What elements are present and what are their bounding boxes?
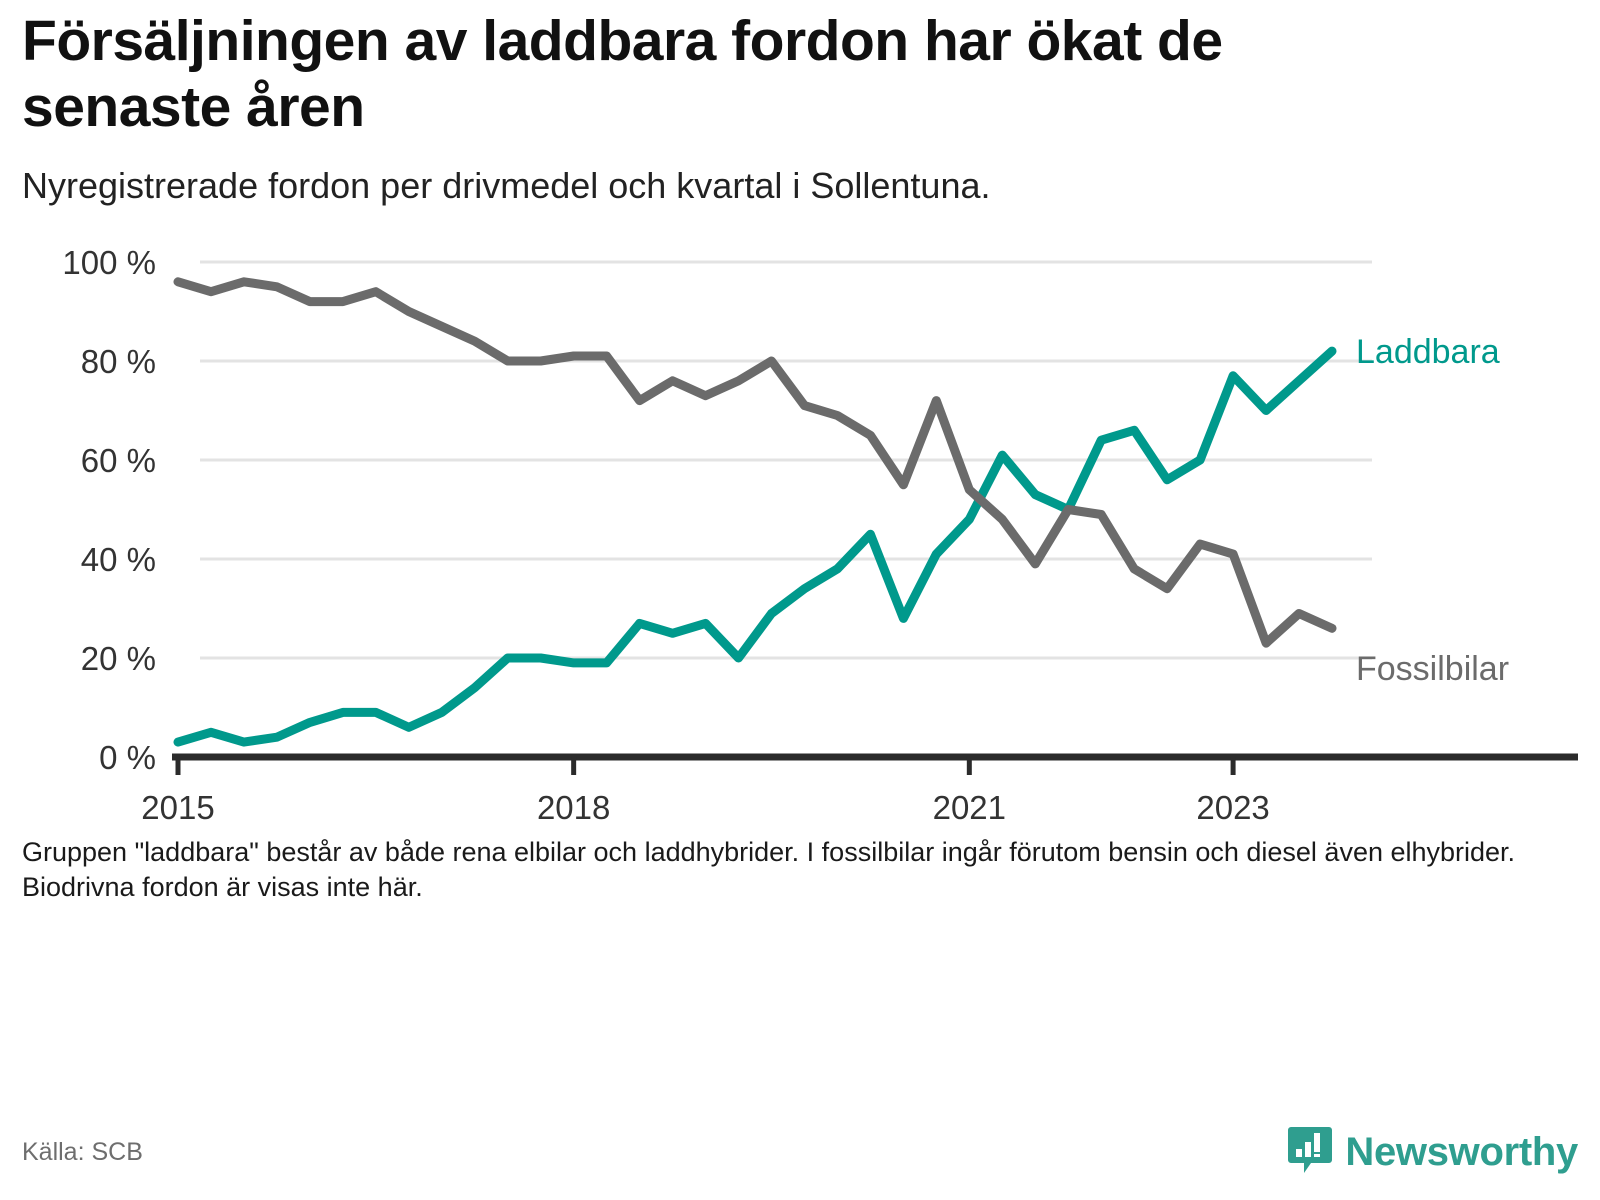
x-tick-label: 2021 (933, 789, 1006, 825)
y-tick-label: 100 % (62, 244, 156, 281)
page-title: Försäljningen av laddbara fordon har öka… (22, 9, 1223, 140)
gridlines (200, 260, 1372, 660)
series-label-fossilbilar: Fossilbilar (1356, 650, 1509, 688)
page-subtitle: Nyregistrerade fordon per drivmedel och … (22, 165, 991, 207)
x-axis-tick-labels: 2015 2018 2021 2023 (141, 789, 1270, 825)
x-axis (172, 753, 1578, 776)
line-chart: 0 % 20 % 40 % 60 % 80 % 100 % 2015 2018 2021 202… (22, 235, 1578, 825)
series-label-laddbara: Laddbara (1356, 334, 1500, 372)
y-axis-tick-labels: 0 % 20 % 40 % 60 % 80 % 100 % (62, 244, 156, 776)
chart-footnote: Gruppen "laddbara" består av både rena e… (22, 837, 1516, 902)
y-tick-label: 60 % (81, 442, 156, 479)
y-tick-label: 80 % (81, 343, 156, 380)
x-tick-label: 2023 (1196, 789, 1269, 825)
series-line-laddbara (173, 347, 1337, 748)
y-tick-label: 40 % (81, 541, 156, 578)
brand-logo: Newsworthy (1287, 1125, 1578, 1180)
series-labels: Laddbara Fossilbilar (1356, 334, 1509, 689)
y-tick-label: 20 % (81, 640, 156, 677)
series-line-fossilbilar (173, 277, 1337, 649)
series-lines (173, 277, 1337, 748)
source-label: Källa: SCB (22, 1137, 143, 1166)
chart-footer: Källa: SCB Newsworthy (22, 1124, 1578, 1180)
chart-canvas: 0 % 20 % 40 % 60 % 80 % 100 % 2015 2018 2021 202… (62, 244, 1578, 825)
brand-name: Newsworthy (1345, 1129, 1578, 1174)
newsworthy-bar-chart-bubble-icon (1287, 1125, 1333, 1180)
y-tick-label: 0 % (99, 739, 156, 776)
x-tick-label: 2018 (537, 789, 610, 825)
x-tick-label: 2015 (141, 789, 214, 825)
